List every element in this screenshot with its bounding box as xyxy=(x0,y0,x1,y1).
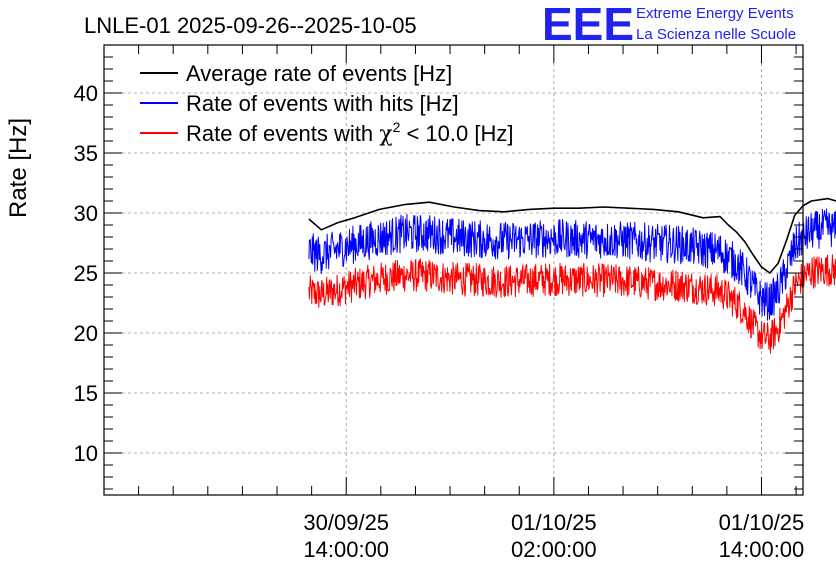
y-tick-label: 15 xyxy=(74,381,98,406)
y-tick-label: 30 xyxy=(74,201,98,226)
series-line-1 xyxy=(308,208,836,321)
tick-labels: 1015202530354030/09/2514:00:0001/10/2502… xyxy=(74,81,805,562)
y-axis-label: Rate [Hz] xyxy=(5,118,32,218)
y-tick-label: 40 xyxy=(74,81,98,106)
x-tick-date: 01/10/25 xyxy=(719,510,805,535)
legend-text-after: < 10.0 [Hz] xyxy=(400,121,513,146)
axis-ticks xyxy=(104,44,803,495)
y-tick-label: 35 xyxy=(74,141,98,166)
legend-superscript: 2 xyxy=(393,119,401,135)
logo-mark: EEE xyxy=(542,0,634,50)
legend-label-1: Rate of events with hits [Hz] xyxy=(186,91,459,116)
logo-line2: La Scienza nelle Scuole xyxy=(636,26,796,43)
y-tick-label: 20 xyxy=(74,321,98,346)
legend-label-0: Average rate of events [Hz] xyxy=(186,61,452,86)
x-tick-date: 01/10/25 xyxy=(511,510,597,535)
legend-label-2: Rate of events with χ2 < 10.0 [Hz] xyxy=(186,119,513,147)
legend: Average rate of events [Hz] Rate of event… xyxy=(140,61,513,147)
plot-frame xyxy=(103,44,804,496)
legend-chi: χ xyxy=(379,122,392,147)
series-line-2 xyxy=(308,254,836,354)
logo-line1: Extreme Energy Events xyxy=(636,5,794,22)
x-tick-time: 14:00:00 xyxy=(303,537,389,562)
x-tick-date: 30/09/25 xyxy=(303,510,389,535)
grid xyxy=(104,45,803,495)
chart-title: LNLE-01 2025-09-26--2025-10-05 xyxy=(84,13,417,38)
x-tick-time: 02:00:00 xyxy=(511,537,597,562)
series xyxy=(308,197,836,354)
y-tick-label: 25 xyxy=(74,261,98,286)
legend-text-before: Rate of events with xyxy=(186,121,379,146)
series-line-0 xyxy=(308,197,836,274)
x-tick-time: 14:00:00 xyxy=(719,537,805,562)
y-tick-label: 10 xyxy=(74,441,98,466)
eee-logo: EEE Extreme Energy Events La Scienza nel… xyxy=(542,0,796,50)
